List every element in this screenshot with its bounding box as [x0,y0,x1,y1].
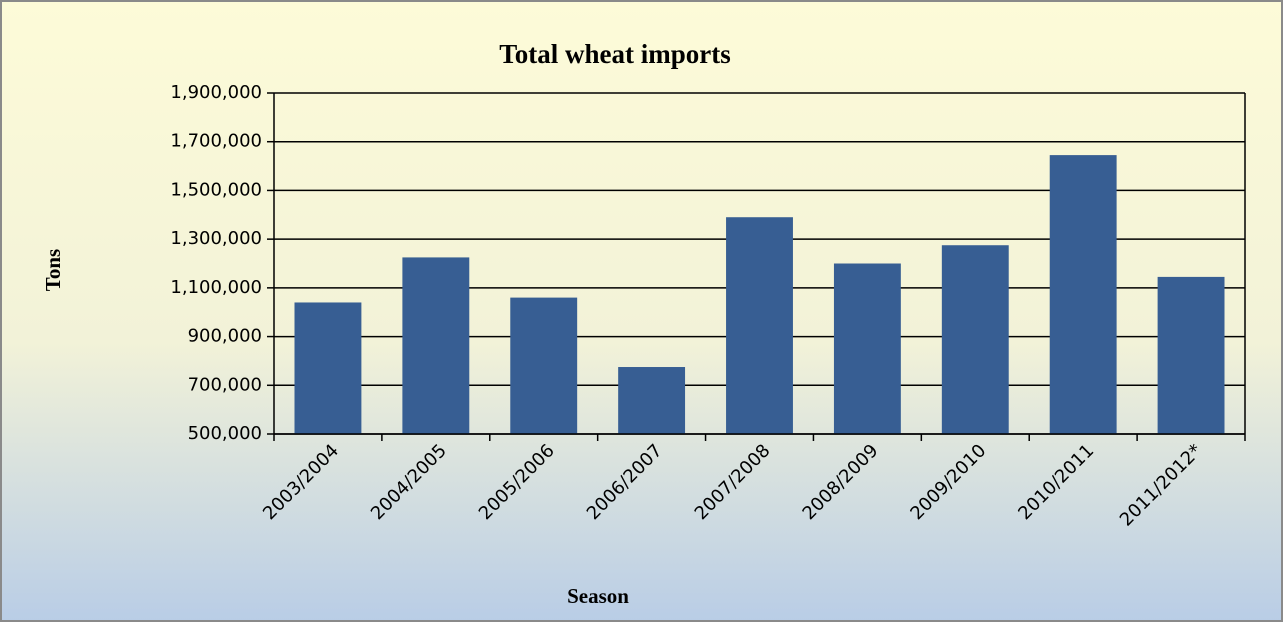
x-axis-label: Season [567,584,629,608]
y-tick-label: 1,500,000 [170,179,262,200]
bar [833,263,901,434]
y-tick-label: 1,300,000 [170,228,262,249]
y-axis-label: Tons [41,249,65,291]
y-tick-label: 700,000 [188,374,262,395]
bar [294,302,362,434]
y-tick-label: 1,100,000 [170,277,262,298]
bar [726,217,793,434]
bar [510,297,578,434]
y-tick-label: 900,000 [188,326,262,347]
bar [941,245,1009,434]
y-tick-label: 500,000 [188,423,262,444]
bar [1157,276,1225,434]
y-tick-label: 1,700,000 [170,131,262,152]
bar [618,367,686,434]
y-tick-label: 1,900,000 [170,82,262,103]
bar [402,257,470,434]
bar [1049,155,1117,434]
chart-title: Total wheat imports [499,39,731,69]
